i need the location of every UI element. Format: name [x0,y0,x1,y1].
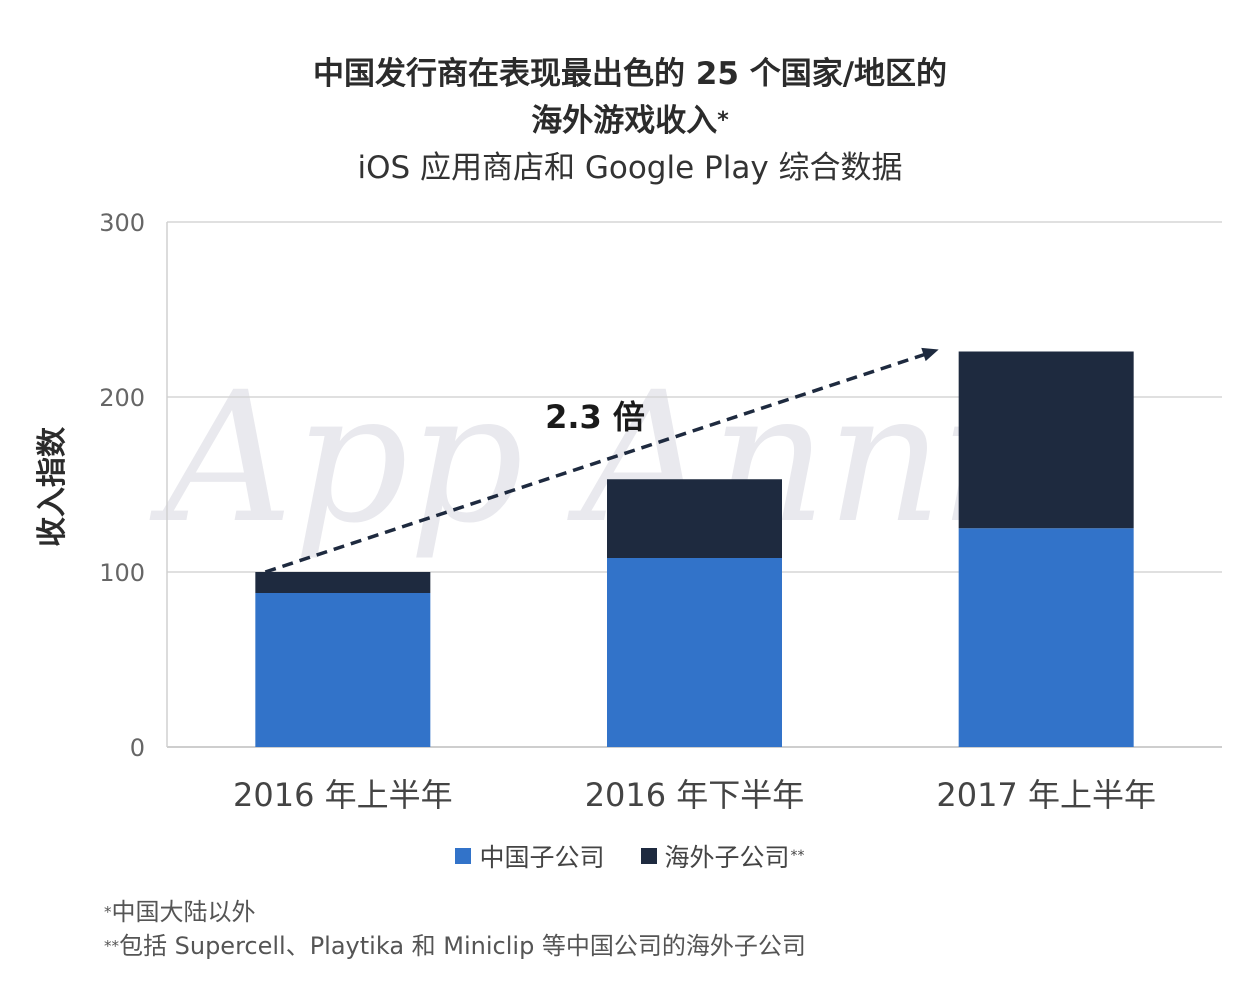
x-tick-label-0: 2016 年上半年 [233,776,453,814]
x-tick-label-1: 2016 年下半年 [585,776,805,814]
footnote-2-text: 包括 Supercell、Playtika 和 Miniclip 等中国公司的海… [119,932,806,960]
legend-item-china: 中国子公司 [455,838,605,874]
chart-title-line1: 中国发行商在表现最出色的 25 个国家/地区的 [312,56,948,92]
legend-item-overseas: 海外子公司 ** [640,838,805,874]
bar-s0-c1 [607,558,782,747]
annotation: 2.3 倍 [264,347,939,574]
y-tick-label-0: 0 [130,734,145,762]
bar-s1-c1 [607,479,782,558]
legend-label-overseas-mark: ** [790,848,805,864]
y-tick-label-300: 300 [99,209,145,237]
legend-swatch-overseas [640,848,657,864]
footnote-2: **包括 Supercell、Playtika 和 Miniclip 等中国公司… [104,930,806,962]
x-tick-label-2: 2017 年上半年 [936,776,1156,814]
y-tick-label-200: 200 [99,384,145,412]
bar-s0-c0 [255,593,431,747]
y-axis-label: 收入指数 [35,426,70,547]
footnote-1-text: 中国大陆以外 [111,898,256,926]
chart-title-line2: 海外游戏收入* [0,97,1260,145]
legend-swatch-china [455,848,472,864]
legend-label-overseas: 海外子公司 [664,843,790,872]
footnote-1-mark: * [104,903,112,921]
x-axis-ticks: 2016 年上半年 2016 年下半年 2017 年上半年 [233,776,1156,814]
bar-s0-c2 [958,528,1134,747]
bar-s1-c0 [255,572,431,593]
y-tick-label-100: 100 [99,559,145,587]
bar-s1-c2 [958,351,1134,529]
legend: 中国子公司 海外子公司 ** [0,838,1260,874]
footnote-1: *中国大陆以外 [104,896,256,928]
bars [255,351,1134,747]
footnote-2-mark: ** [104,937,119,955]
annotation-label: 2.3 倍 [545,398,645,436]
chart-title-mark: * [717,108,729,133]
chart-subtitle: iOS 应用商店和 Google Play 综合数据 [357,150,903,186]
y-axis-ticks: 0 100 200 300 [99,209,145,762]
annotation-arrow-head [921,347,939,362]
legend-label-china: 中国子公司 [479,843,605,872]
chart-title-line2-text: 海外游戏收入 [531,103,718,139]
annotation-arrow-line [264,350,932,574]
